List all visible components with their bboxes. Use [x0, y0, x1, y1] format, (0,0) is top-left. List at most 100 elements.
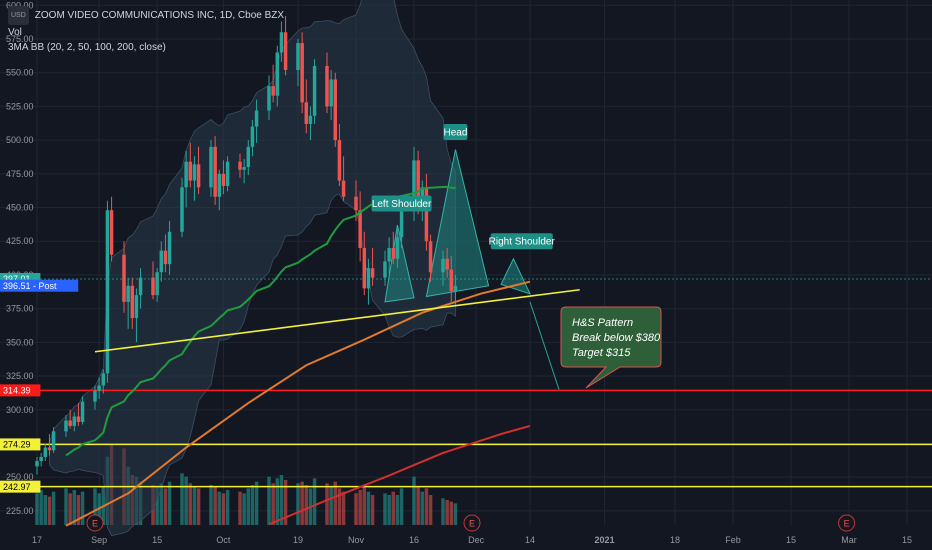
- candle-body: [250, 126, 255, 147]
- pattern-note-line: H&S Pattern: [572, 317, 633, 329]
- candle-body: [370, 268, 375, 278]
- y-tick-label: 250.00: [6, 472, 34, 482]
- volume-bar: [213, 486, 217, 525]
- candle-body: [192, 164, 197, 181]
- candle-body: [300, 43, 304, 103]
- candle-body: [209, 146, 213, 188]
- volume-bar: [180, 473, 184, 525]
- x-tick-label: 15: [902, 535, 912, 545]
- candle-body: [196, 164, 201, 188]
- candle-body: [242, 167, 246, 170]
- pattern-note-bubble: [560, 306, 662, 389]
- volume-bar: [445, 500, 449, 525]
- volume-bar: [242, 493, 246, 525]
- volume-bar: [250, 485, 255, 525]
- volume-bar: [312, 478, 317, 525]
- candle: [196, 146, 201, 195]
- candlestick-series: [35, 16, 458, 475]
- candle-body: [130, 285, 135, 319]
- currency-badge: USD: [8, 6, 29, 25]
- pattern-note-line: Target $315: [572, 347, 631, 359]
- candle: [304, 79, 309, 134]
- earnings-marker: E: [463, 514, 481, 532]
- candle-body: [93, 390, 97, 402]
- volume-bar: [420, 491, 425, 525]
- chart-legend: USD ZOOM VIDEO COMMUNICATIONS INC, 1D, Cb…: [8, 6, 284, 55]
- pattern-label-text: Right Shoulder: [489, 237, 556, 248]
- level-price-tag-text: 274.29: [3, 440, 31, 450]
- candle: [383, 250, 387, 286]
- candle-body: [188, 161, 193, 181]
- earnings-marker: E: [86, 514, 104, 532]
- candle-body: [180, 187, 184, 232]
- candle: [213, 136, 217, 205]
- volume-bar: [35, 493, 39, 525]
- candle: [101, 369, 106, 394]
- volume-bar: [39, 490, 43, 525]
- drawing-overlay: Head Left Shoulder Right Shoulder H&S Patte…: [94, 124, 662, 390]
- candle: [312, 59, 317, 124]
- candle-body: [217, 173, 222, 197]
- volume-bar: [47, 496, 52, 525]
- volume-bar: [254, 481, 259, 525]
- volume-bar: [399, 488, 404, 525]
- candle: [188, 142, 193, 188]
- y-tick-label: 600.00: [6, 0, 34, 10]
- volume-bar: [354, 493, 358, 525]
- volume-bar: [395, 495, 400, 525]
- candle: [395, 227, 400, 269]
- volume-bar: [304, 485, 309, 525]
- candle-body: [155, 272, 159, 296]
- volume-bar: [453, 503, 458, 525]
- candle: [300, 32, 304, 114]
- candle: [254, 99, 259, 143]
- volume-bar: [300, 481, 304, 525]
- level-price-tag: 274.29: [0, 438, 41, 451]
- y-tick-label: 550.00: [6, 68, 34, 78]
- candle-body: [51, 431, 56, 451]
- left-shoulder-shape: [384, 224, 415, 303]
- candle-body: [72, 416, 77, 426]
- candle: [428, 234, 433, 282]
- x-tick-label: 14: [525, 535, 535, 545]
- candle-body: [275, 52, 280, 96]
- candle: [250, 119, 255, 157]
- candle: [93, 385, 97, 410]
- volume-bar: [428, 495, 433, 525]
- candle-body: [122, 254, 126, 302]
- current-price-tag-bg: [0, 279, 79, 292]
- volume-bar: [370, 495, 375, 525]
- volume-bar: [325, 483, 329, 525]
- volume-bar: [449, 501, 454, 525]
- candle-body: [109, 210, 114, 255]
- candle-body: [424, 187, 429, 242]
- volume-bar: [296, 483, 300, 525]
- y-tick-label: 500.00: [6, 135, 34, 145]
- earnings-marker-circle: [86, 514, 104, 532]
- candle: [242, 158, 246, 184]
- candle-body: [47, 447, 52, 451]
- candle-body: [101, 373, 106, 386]
- ma-200-line: [268, 424, 531, 526]
- candle: [122, 241, 126, 313]
- candle: [296, 38, 300, 87]
- candle: [72, 412, 77, 432]
- x-tick-label: Nov: [348, 535, 365, 545]
- volume-bar: [43, 495, 48, 525]
- candle-body: [296, 43, 300, 70]
- candle: [387, 237, 391, 275]
- y-tick-label: 425.00: [6, 236, 34, 246]
- x-tick-label: Oct: [216, 535, 231, 545]
- candle-body: [428, 241, 433, 273]
- candle-body: [449, 269, 454, 292]
- candle: [445, 247, 449, 278]
- candle-body: [354, 196, 358, 211]
- candle-body: [441, 258, 445, 273]
- candle-body: [43, 447, 48, 457]
- pattern-note-line: Break below $380: [572, 332, 661, 344]
- candle-body: [97, 385, 101, 391]
- y-tick-label: 325.00: [6, 371, 34, 381]
- candle-body: [304, 102, 309, 124]
- candle: [424, 173, 429, 251]
